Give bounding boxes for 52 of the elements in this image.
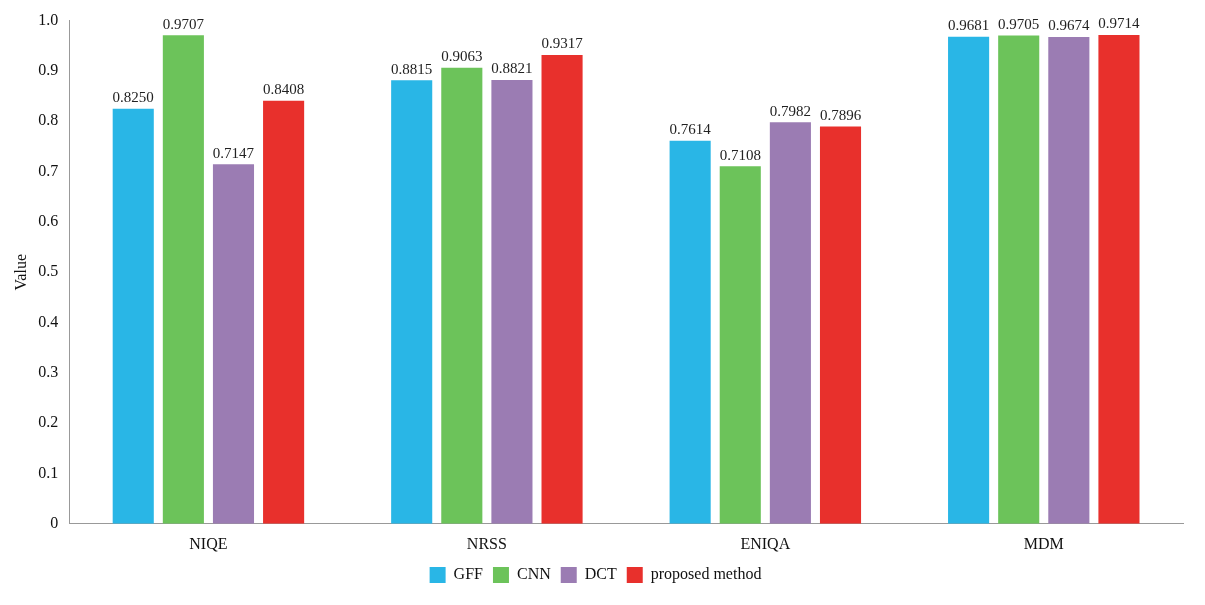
bar (719, 166, 761, 524)
bar (441, 67, 483, 524)
bar (391, 80, 433, 524)
bar (769, 122, 811, 524)
y-tick-label: 0.8 (38, 111, 59, 129)
y-tick-label: 0.2 (38, 413, 59, 431)
data-label: 0.9674 (1048, 17, 1090, 34)
bar (112, 108, 154, 524)
y-tick-label: 0.5 (38, 262, 59, 280)
bar (541, 54, 583, 524)
data-label: 0.8815 (391, 60, 433, 77)
bar (998, 35, 1040, 524)
data-label: 0.8250 (112, 89, 154, 106)
bar (263, 100, 305, 524)
y-tick-label: 0.7 (38, 161, 59, 179)
bar (669, 140, 711, 524)
y-tick-label: 1.0 (38, 10, 59, 28)
x-tick-label: MDM (1023, 534, 1064, 552)
x-tick-label: NIQE (189, 534, 228, 552)
y-tick-label: 0.9 (38, 61, 59, 79)
y-tick-label: 0.1 (38, 463, 59, 481)
data-label: 0.8408 (262, 81, 305, 98)
x-tick-label: ENIQA (740, 534, 791, 552)
y-tick-label: 0 (50, 514, 59, 531)
bar (1098, 34, 1140, 524)
data-label: 0.9681 (947, 17, 990, 34)
bar (1048, 37, 1090, 524)
bar (819, 126, 862, 524)
data-label: 0.8821 (491, 60, 533, 77)
data-label: 0.7147 (212, 144, 255, 161)
bar (491, 79, 533, 524)
data-label: 0.9707 (162, 15, 205, 32)
y-tick-label: 0.3 (38, 363, 59, 381)
y-tick-label: 0.4 (38, 312, 59, 330)
legend-label: GFF (453, 565, 484, 583)
bar (948, 36, 990, 524)
y-axis-title: Value (11, 253, 29, 291)
legend-label: DCT (584, 565, 617, 583)
legend-label: proposed method (650, 565, 762, 584)
data-label: 0.9705 (998, 15, 1040, 32)
x-tick-label: NRSS (466, 534, 507, 552)
bar (212, 164, 255, 524)
data-label: 0.7108 (719, 146, 761, 163)
data-label: 0.9063 (441, 48, 483, 65)
data-label: 0.7896 (819, 106, 862, 123)
bar (162, 35, 204, 524)
y-tick-label: 0.6 (38, 212, 59, 230)
data-label: 0.9714 (1098, 15, 1141, 32)
data-label: 0.9317 (541, 35, 584, 52)
data-label: 0.7614 (669, 121, 712, 138)
data-label: 0.7982 (769, 102, 812, 119)
legend-label: CNN (516, 565, 552, 583)
